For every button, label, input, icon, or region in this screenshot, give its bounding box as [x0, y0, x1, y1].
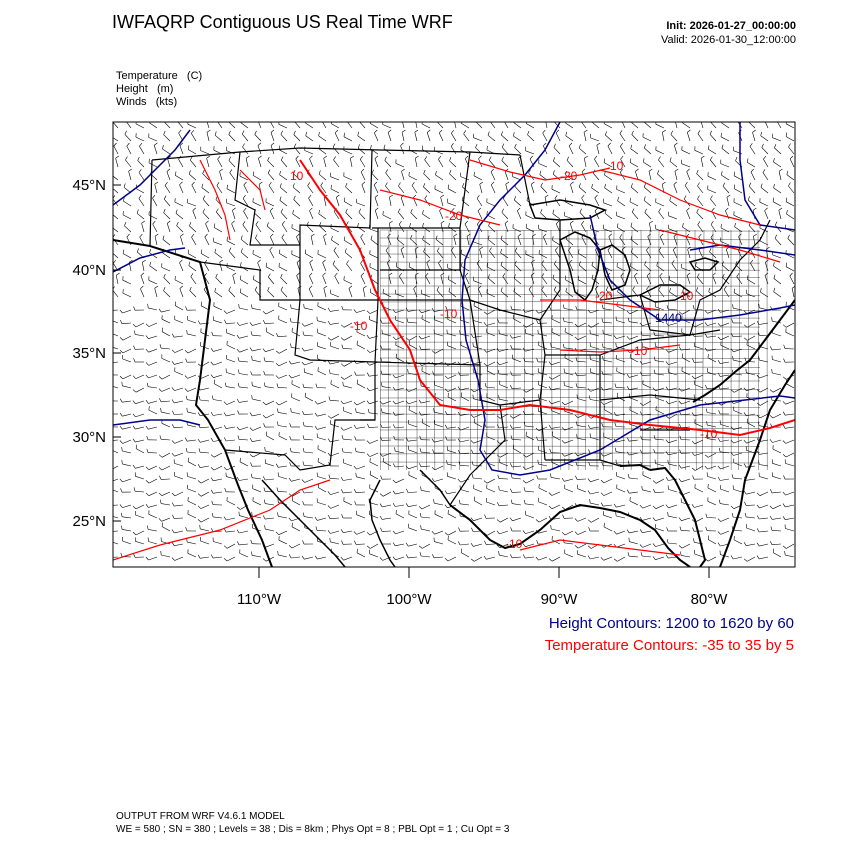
temperature-contour-label: 10	[680, 289, 694, 303]
field-winds: Winds (kts)	[116, 96, 178, 108]
temperature-contour-label: -10	[505, 537, 523, 551]
lat-label: 35°N	[72, 345, 106, 362]
height-contour-key: Height Contours: 1200 to 1620 by 60	[548, 615, 794, 632]
model-info: OUTPUT FROM WRF V4.6.1 MODEL	[116, 811, 285, 822]
temperature-contour-label: -10	[630, 344, 648, 358]
temperature-contour-label: 10	[290, 169, 304, 183]
field-units-list: Temperature (C) Height (m) Winds (kts)	[116, 70, 202, 109]
temperature-labels: -20 -20 -20 -10 -10 -10 -10 -10 10 10 10	[290, 159, 718, 551]
lon-label: 80°W	[691, 591, 729, 608]
latitude-ticks: 45°N 40°N 35°N 30°N 25°N	[72, 177, 121, 530]
temperature-contour-label: -20	[445, 209, 463, 223]
temperature-contour-label: -10	[700, 427, 718, 441]
map-title: IWFAQRP Contiguous US Real Time WRF	[112, 12, 453, 32]
lat-label: 25°N	[72, 513, 106, 530]
map-background	[113, 122, 795, 567]
longitude-ticks: 110°W 100°W 90°W 80°W	[237, 567, 728, 608]
county-lines	[379, 229, 768, 471]
lon-label: 110°W	[237, 591, 282, 608]
valid-time: Valid: 2026-01-30_12:00:00	[661, 34, 796, 46]
temperature-contour-label: -20	[595, 289, 613, 303]
map-frame	[112, 121, 796, 568]
lon-label: 100°W	[386, 591, 432, 608]
lat-label: 40°N	[72, 262, 106, 279]
florida	[619, 463, 707, 567]
temperature-contour-label: -10	[440, 307, 458, 321]
height-contours	[113, 122, 795, 476]
temperature-contour-label: -10	[350, 319, 368, 333]
mexico-coast	[261, 469, 451, 567]
lon-label: 90°W	[541, 591, 579, 608]
model-options: WE = 580 ; SN = 380 ; Levels = 38 ; Dis …	[116, 824, 510, 835]
temperature-contours	[113, 159, 795, 561]
height-labels: 1440	[655, 311, 682, 325]
temperature-contour-label: 10	[610, 159, 624, 173]
temperature-contour-label: -20	[560, 169, 578, 183]
height-contour-label: 1440	[655, 311, 682, 325]
lat-label: 30°N	[72, 429, 106, 446]
coastline	[113, 239, 795, 567]
lat-label: 45°N	[72, 177, 106, 194]
temperature-contour-key: Temperature Contours: -35 to 35 by 5	[544, 637, 794, 654]
field-height: Height (m)	[116, 83, 174, 95]
field-temperature: Temperature (C)	[116, 70, 203, 82]
init-time: Init: 2026-01-27_00:00:00	[666, 20, 796, 32]
